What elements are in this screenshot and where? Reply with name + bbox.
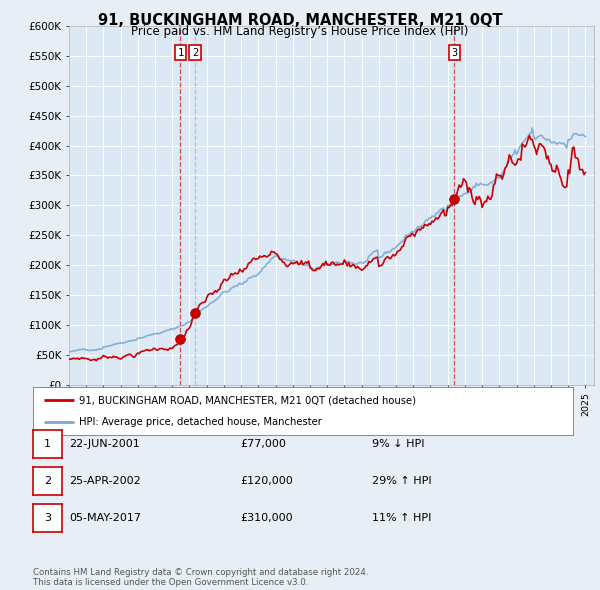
Text: 29% ↑ HPI: 29% ↑ HPI — [372, 476, 431, 486]
Text: Price paid vs. HM Land Registry’s House Price Index (HPI): Price paid vs. HM Land Registry’s House … — [131, 25, 469, 38]
Text: 3: 3 — [44, 513, 51, 523]
Text: £77,000: £77,000 — [240, 439, 286, 448]
Text: 25-APR-2002: 25-APR-2002 — [69, 476, 141, 486]
Text: 1: 1 — [177, 48, 184, 58]
Text: 3: 3 — [451, 48, 457, 58]
Text: 91, BUCKINGHAM ROAD, MANCHESTER, M21 0QT: 91, BUCKINGHAM ROAD, MANCHESTER, M21 0QT — [98, 13, 502, 28]
Text: 2: 2 — [192, 48, 198, 58]
Text: 9% ↓ HPI: 9% ↓ HPI — [372, 439, 425, 448]
Text: 1: 1 — [44, 439, 51, 448]
Text: 22-JUN-2001: 22-JUN-2001 — [69, 439, 140, 448]
Text: HPI: Average price, detached house, Manchester: HPI: Average price, detached house, Manc… — [79, 417, 322, 427]
Text: £310,000: £310,000 — [240, 513, 293, 523]
Text: £120,000: £120,000 — [240, 476, 293, 486]
Text: Contains HM Land Registry data © Crown copyright and database right 2024.
This d: Contains HM Land Registry data © Crown c… — [33, 568, 368, 587]
Text: 11% ↑ HPI: 11% ↑ HPI — [372, 513, 431, 523]
Text: 91, BUCKINGHAM ROAD, MANCHESTER, M21 0QT (detached house): 91, BUCKINGHAM ROAD, MANCHESTER, M21 0QT… — [79, 395, 416, 405]
Text: 05-MAY-2017: 05-MAY-2017 — [69, 513, 141, 523]
Text: 2: 2 — [44, 476, 51, 486]
